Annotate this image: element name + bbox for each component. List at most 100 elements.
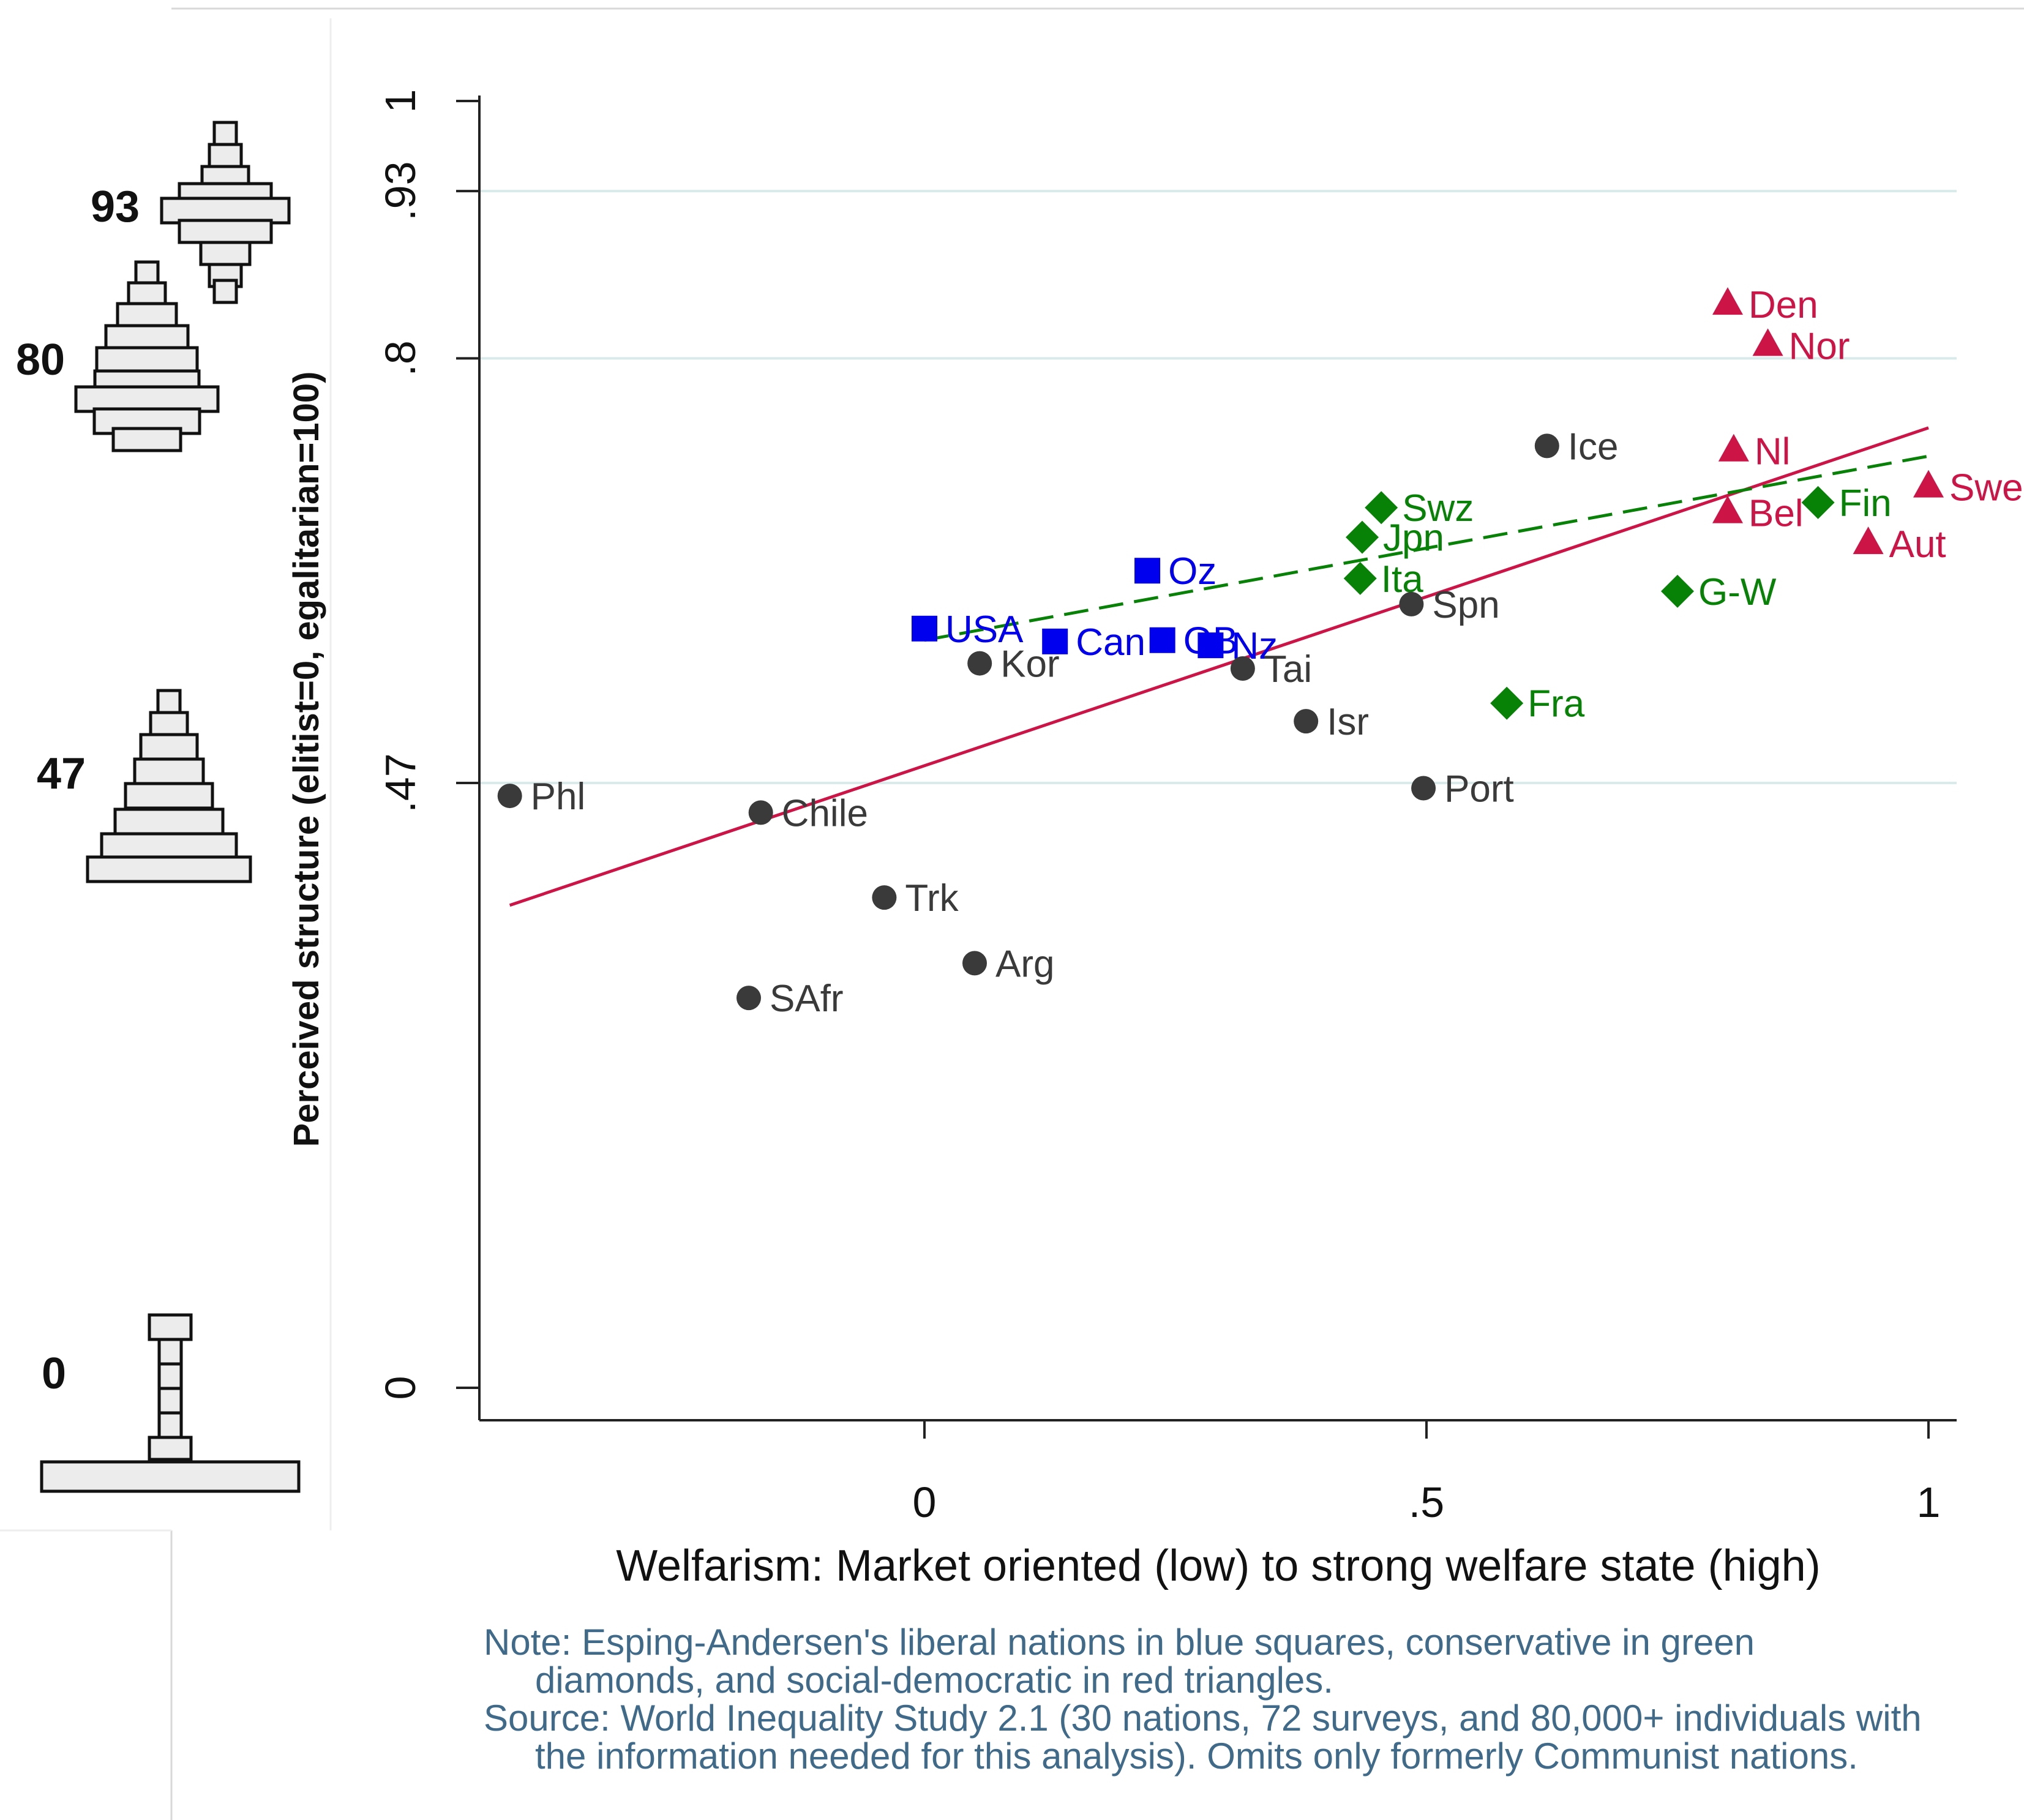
fit-line-all-solid (509, 426, 1929, 907)
point-marker (1294, 709, 1319, 734)
pictogram-bar (86, 855, 252, 883)
y-tick-label: .47 (377, 753, 424, 812)
point-marker (1134, 558, 1161, 584)
point-marker (1661, 574, 1694, 608)
point-label: Bel (1749, 493, 1804, 535)
fit-line-welfare-dashed (924, 454, 1929, 642)
point-label: Isr (1327, 701, 1369, 743)
pictogram-bar (160, 197, 291, 225)
point-marker (1042, 628, 1068, 654)
point-marker (1230, 656, 1255, 681)
pictogram-bar (157, 1411, 183, 1439)
pictogram-0-inverted-T (40, 1313, 301, 1493)
pictogram-bar (208, 143, 243, 168)
pictogram-bar (74, 385, 220, 413)
note-line-2: diamonds, and social-democratic in red t… (535, 1660, 1333, 1701)
pictogram-bar (157, 1387, 183, 1415)
data-points: USACanGBNzOzSwzJpnItaFraG-WFinDenNorNlBe… (497, 284, 2023, 1020)
pictogram-bar (199, 241, 252, 266)
point-marker (872, 885, 897, 910)
pictogram-bar (149, 711, 189, 738)
y-axis-title: Perceived structure (elitist=0, egalitar… (287, 372, 326, 1147)
pictogram-80-label: 80 (16, 335, 65, 384)
point-label: Swe (1949, 467, 2023, 509)
point-marker (748, 800, 773, 825)
point-label: Spn (1432, 584, 1499, 626)
pictogram-bar (139, 733, 199, 761)
pictogram-bar (113, 807, 225, 836)
point-marker (1718, 433, 1749, 462)
grid-lines (479, 190, 1957, 785)
pictogram-93-diamond (160, 121, 291, 304)
pictogram-bar (95, 346, 199, 373)
pictogram-47-pyramid (86, 689, 252, 883)
point-marker (912, 615, 937, 642)
note-line-1: Note: Esping-Andersen's liberal nations … (484, 1622, 1755, 1663)
note-line-4: the information needed for this analysis… (535, 1736, 1858, 1777)
point-marker (967, 651, 992, 676)
point-label: Nl (1755, 431, 1791, 473)
pictogram-47-label: 47 (37, 749, 86, 798)
pictogram-bar (178, 219, 273, 244)
pictogram-bar (148, 1436, 193, 1461)
point-marker (962, 951, 987, 976)
point-label: Aut (1889, 523, 1946, 566)
point-marker (497, 784, 522, 809)
y-tick-label: .8 (377, 340, 424, 376)
x-tick-label: 1 (1917, 1478, 1941, 1526)
pictogram-80-pyramid (74, 260, 220, 452)
pictogram-bar (133, 757, 205, 785)
point-marker (1346, 520, 1379, 554)
note-line-3: Source: World Inequality Study 2.1 (30 n… (484, 1698, 1922, 1739)
pictogram-bar (157, 1362, 183, 1390)
pictogram-bar (157, 1338, 183, 1366)
point-marker (1343, 561, 1377, 595)
point-label: Tai (1264, 648, 1312, 691)
x-axis-title: Welfarism: Market oriented (low) to stro… (616, 1541, 1820, 1590)
point-marker (1198, 632, 1224, 659)
pictogram-bar (104, 324, 190, 351)
point-marker (1712, 287, 1743, 315)
point-label: Den (1749, 284, 1818, 326)
x-tick-label: .5 (1409, 1478, 1444, 1526)
x-axis-ticks: 0.5 1 (913, 1420, 1941, 1526)
point-marker (737, 986, 761, 1011)
point-marker (1752, 328, 1783, 356)
pictogram-bar (116, 302, 178, 329)
pictogram-bar (111, 427, 182, 452)
pictogram-bar (124, 782, 214, 810)
point-label: Chile (782, 792, 868, 834)
chart-note: Note: Esping-Andersen's liberal nations … (484, 1623, 2002, 1775)
pictogram-bar (156, 689, 182, 716)
point-label: Ice (1568, 425, 1619, 468)
point-label: Swz (1402, 487, 1474, 530)
point-label: Phl (531, 776, 586, 818)
fit-lines (509, 426, 1929, 907)
point-label: USA (945, 609, 1024, 651)
pictogram-93-label: 93 (91, 182, 140, 231)
y-tick-label: 1 (377, 89, 424, 113)
point-marker (1149, 627, 1175, 653)
point-label: Oz (1168, 550, 1216, 593)
point-label: G-W (1698, 571, 1777, 613)
point-label: Kor (1000, 643, 1059, 686)
point-label: Trk (905, 877, 959, 919)
point-marker (1411, 776, 1436, 801)
pictogram-bar (212, 121, 238, 146)
point-label: Arg (995, 943, 1054, 985)
point-marker (1490, 686, 1524, 720)
point-label: Jpn (1383, 517, 1444, 560)
point-marker (1853, 526, 1884, 555)
pictogram-bar (212, 279, 238, 304)
y-tick-label: .93 (377, 161, 424, 220)
point-marker (1801, 485, 1835, 519)
point-marker (1365, 491, 1398, 525)
pictogram-bar (100, 832, 238, 860)
point-marker (1534, 433, 1559, 459)
pictogram-column: 93 80 47 0 (16, 121, 301, 1493)
point-marker (1913, 470, 1944, 498)
point-label: Can (1076, 621, 1145, 664)
axes (478, 95, 1957, 1421)
point-marker (1399, 591, 1424, 616)
